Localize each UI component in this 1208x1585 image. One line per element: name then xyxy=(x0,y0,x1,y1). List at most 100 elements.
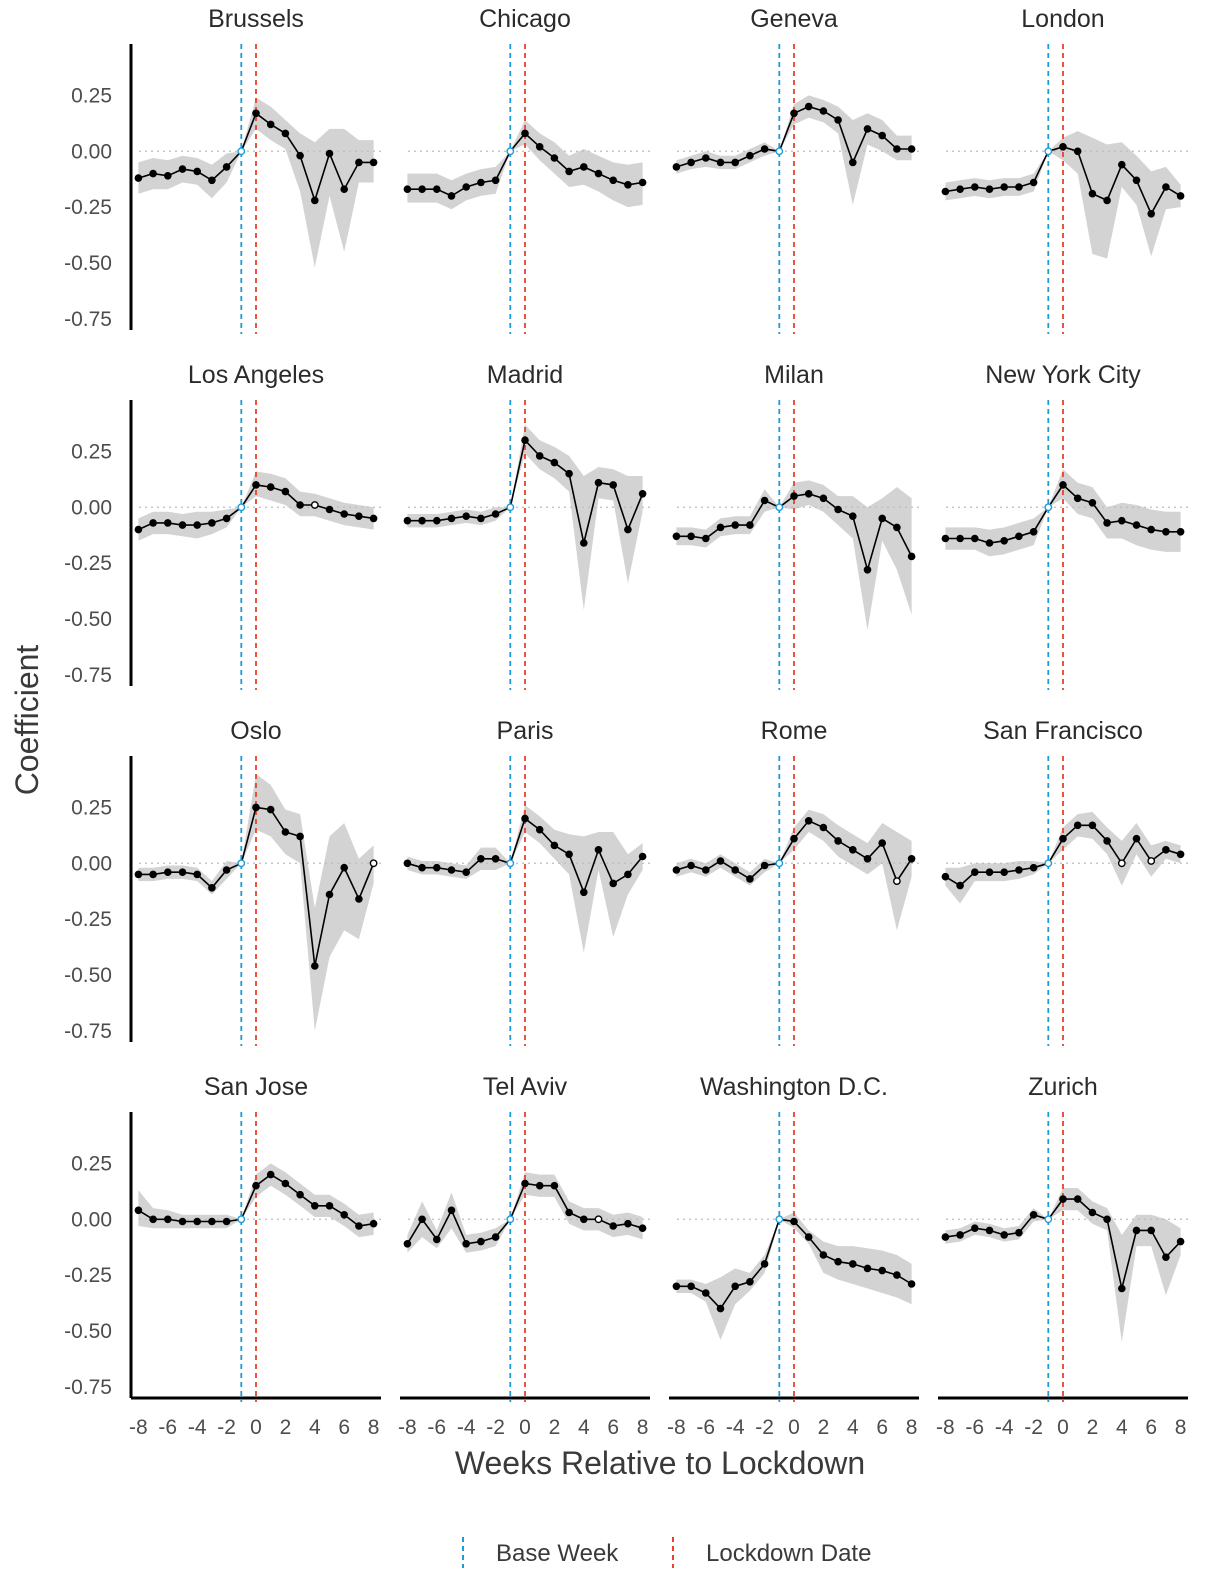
data-point xyxy=(624,525,632,534)
data-point xyxy=(941,187,950,196)
data-point xyxy=(1118,1284,1126,1293)
data-point xyxy=(1176,1237,1185,1246)
data-point xyxy=(702,1289,710,1297)
data-point xyxy=(1015,866,1023,874)
legend-label-lockdown-date: Lockdown Date xyxy=(706,1540,871,1567)
data-point xyxy=(834,837,842,845)
confidence-band xyxy=(945,1188,1181,1343)
y-axis-title: Coefficient xyxy=(9,645,45,796)
y-tick-label: -0.25 xyxy=(64,1264,112,1287)
panel-title: Washington D.C. xyxy=(700,1073,888,1101)
data-point xyxy=(418,1215,426,1224)
data-point xyxy=(1147,1226,1155,1235)
y-tick-label: -0.75 xyxy=(64,1376,112,1399)
data-point xyxy=(878,131,886,140)
data-point xyxy=(1088,499,1097,507)
data-point xyxy=(1103,519,1111,527)
data-point xyxy=(164,1215,172,1224)
x-tick-label: -4 xyxy=(726,1416,745,1439)
data-point xyxy=(1103,196,1111,205)
data-point xyxy=(1029,1211,1038,1219)
x-tick-label: -4 xyxy=(457,1416,476,1439)
x-tick-label: 6 xyxy=(1145,1416,1157,1439)
panel-tel-aviv: Tel Aviv -8 -6 -4 -2 0 2 4 6 8 xyxy=(398,1073,650,1439)
data-point xyxy=(1029,528,1038,536)
data-point xyxy=(687,1282,695,1291)
data-point xyxy=(193,521,201,529)
data-point xyxy=(971,868,979,876)
data-point xyxy=(1103,837,1111,845)
panel-geneva: Geneva xyxy=(672,5,919,334)
data-point xyxy=(447,514,456,523)
data-point xyxy=(956,534,964,543)
data-point xyxy=(1088,821,1097,830)
x-tick-label: -2 xyxy=(217,1416,236,1439)
data-point xyxy=(907,1280,916,1288)
data-point xyxy=(775,859,784,868)
data-point xyxy=(565,167,573,176)
data-point xyxy=(565,1208,573,1217)
data-point xyxy=(1073,1195,1082,1203)
data-point xyxy=(941,534,950,543)
data-point xyxy=(1118,516,1126,525)
data-point xyxy=(149,870,157,879)
data-point xyxy=(208,1217,216,1226)
confidence-band xyxy=(945,469,1181,557)
confidence-band xyxy=(676,1212,912,1340)
panel-title: Los Angeles xyxy=(188,361,324,389)
x-tick-label: -2 xyxy=(486,1416,505,1439)
panel-title: Paris xyxy=(497,717,554,745)
data-point xyxy=(1044,1215,1053,1224)
data-point xyxy=(624,1219,632,1228)
data-point xyxy=(403,1240,412,1248)
panel-london: London xyxy=(941,5,1188,334)
x-tick-label: 8 xyxy=(906,1416,918,1439)
x-tick-label: 2 xyxy=(549,1416,561,1439)
data-point xyxy=(731,866,739,874)
y-tick-label: 0.25 xyxy=(71,1152,112,1175)
data-point xyxy=(222,866,231,874)
data-point xyxy=(1015,1228,1023,1237)
data-point xyxy=(403,516,412,525)
data-point xyxy=(849,846,857,854)
data-point xyxy=(746,875,754,883)
data-point xyxy=(819,1251,828,1259)
data-point xyxy=(506,503,515,512)
data-point xyxy=(134,525,143,534)
data-point xyxy=(638,490,647,498)
data-point xyxy=(594,1215,603,1224)
x-tick-label: -4 xyxy=(995,1416,1014,1439)
data-point xyxy=(1088,189,1097,198)
data-point xyxy=(462,512,471,520)
data-point xyxy=(971,534,979,543)
data-point xyxy=(252,1181,260,1190)
data-point xyxy=(477,178,485,187)
data-point xyxy=(731,1282,739,1291)
data-point xyxy=(281,828,290,836)
data-point xyxy=(266,120,275,129)
data-point xyxy=(1162,183,1170,191)
data-point xyxy=(134,1206,143,1215)
data-point xyxy=(849,1260,857,1268)
panel-oslo: Oslo -0.75 -0.50 -0.25 0.00 0.25 xyxy=(64,717,381,1046)
data-point xyxy=(1000,1231,1008,1239)
data-point xyxy=(1015,532,1023,541)
data-point xyxy=(521,1179,529,1188)
data-point xyxy=(550,841,559,850)
data-point xyxy=(477,855,485,863)
x-tick-label: 8 xyxy=(637,1416,649,1439)
data-point xyxy=(134,174,143,182)
data-point xyxy=(237,1215,246,1224)
data-point xyxy=(325,1202,334,1210)
confidence-band xyxy=(407,805,643,953)
x-tick-label: 8 xyxy=(1175,1416,1187,1439)
data-point xyxy=(447,866,456,874)
data-point xyxy=(702,154,710,162)
data-point xyxy=(355,1222,363,1230)
data-point xyxy=(1044,859,1053,868)
panel-san-francisco: San Francisco xyxy=(941,717,1188,1046)
data-point xyxy=(1118,160,1126,169)
data-point xyxy=(672,532,681,541)
data-point xyxy=(1132,1226,1141,1235)
data-point xyxy=(863,855,872,863)
